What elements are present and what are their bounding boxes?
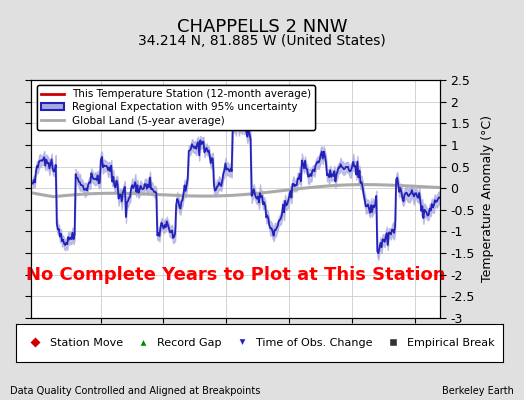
Text: No Complete Years to Plot at This Station: No Complete Years to Plot at This Statio… <box>26 266 445 284</box>
Text: Berkeley Earth: Berkeley Earth <box>442 386 514 396</box>
Y-axis label: Temperature Anomaly (°C): Temperature Anomaly (°C) <box>481 116 494 282</box>
Text: CHAPPELLS 2 NNW: CHAPPELLS 2 NNW <box>177 18 347 36</box>
Text: Data Quality Controlled and Aligned at Breakpoints: Data Quality Controlled and Aligned at B… <box>10 386 261 396</box>
Text: 34.214 N, 81.885 W (United States): 34.214 N, 81.885 W (United States) <box>138 34 386 48</box>
Legend: This Temperature Station (12-month average), Regional Expectation with 95% uncer: This Temperature Station (12-month avera… <box>37 85 315 130</box>
Legend: Station Move, Record Gap, Time of Obs. Change, Empirical Break: Station Move, Record Gap, Time of Obs. C… <box>21 335 498 351</box>
